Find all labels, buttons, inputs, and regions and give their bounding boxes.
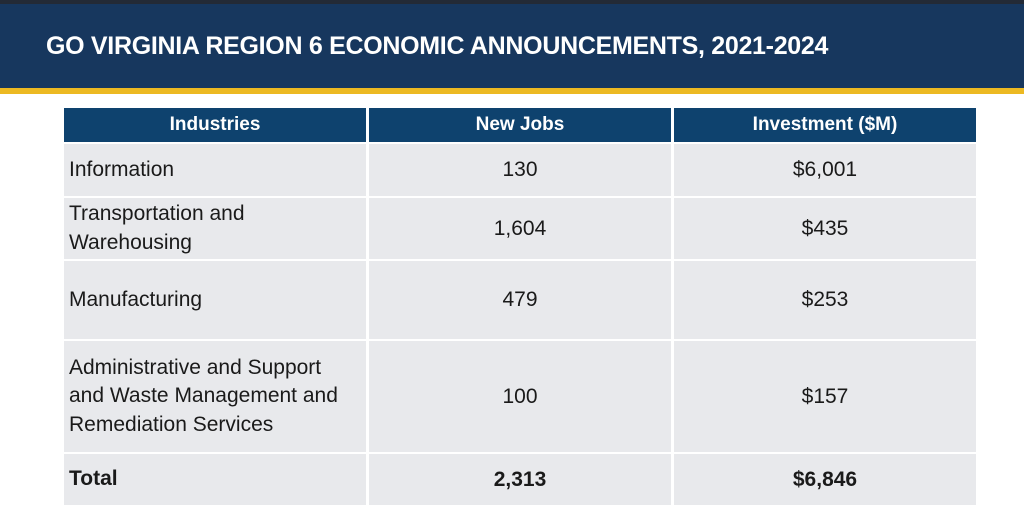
table-total-new-jobs: 2,313 [369,454,671,505]
table-total-investment: $6,846 [674,454,976,505]
header-cell-new-jobs: New Jobs [369,108,671,142]
title-banner: GO VIRGINIA REGION 6 ECONOMIC ANNOUNCEME… [0,4,1024,88]
table-row-3-investment: $253 [674,261,976,339]
announcements-table: Industries New Jobs Investment ($M) Info… [64,108,976,505]
table-row-4-new-jobs: 100 [369,341,671,452]
slide-top-edge [0,0,1024,4]
table-row-2-investment: $435 [674,198,976,259]
table-row-1-investment: $6,001 [674,144,976,196]
table-row-1-new-jobs: 130 [369,144,671,196]
header-cell-investment: Investment ($M) [674,108,976,142]
table-row-1-industry: Information [64,144,366,196]
gold-divider [0,88,1024,94]
table-grid: Industries New Jobs Investment ($M) Info… [64,108,976,505]
table-row-2-industry: Transportation and Warehousing [64,198,366,259]
table-row-4-industry: Administrative and Support and Waste Man… [64,341,366,452]
page-title: GO VIRGINIA REGION 6 ECONOMIC ANNOUNCEME… [46,31,829,60]
header-cell-industries: Industries [64,108,366,142]
table-row-3-industry: Manufacturing [64,261,366,339]
table-row-2-new-jobs: 1,604 [369,198,671,259]
table-total-label: Total [64,454,366,505]
table-row-4-investment: $157 [674,341,976,452]
table-row-3-new-jobs: 479 [369,261,671,339]
